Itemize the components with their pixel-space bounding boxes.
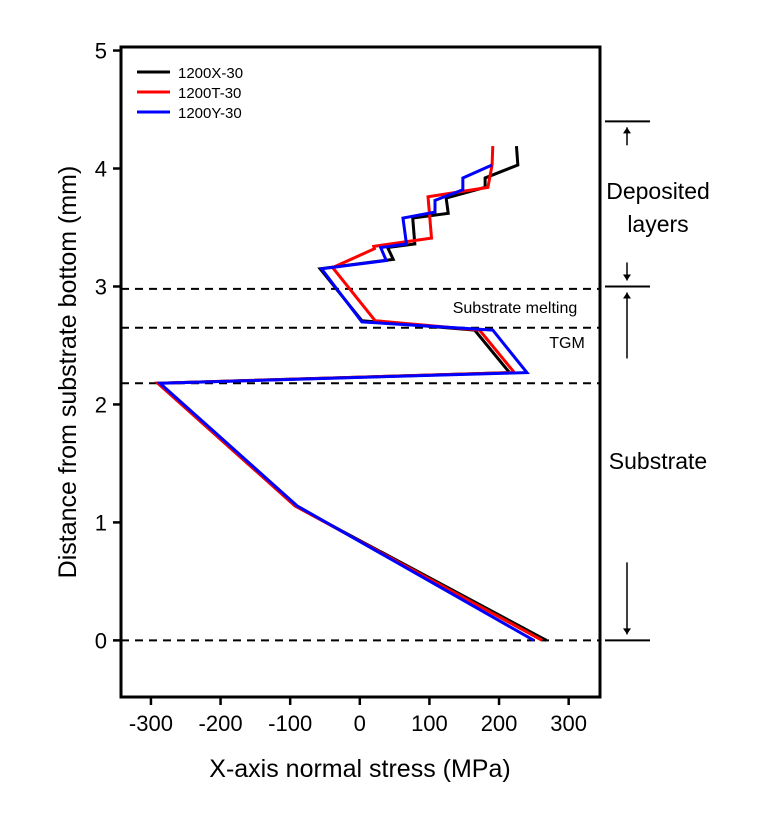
x-tick-label: 300 bbox=[550, 711, 587, 736]
series-lines bbox=[154, 145, 548, 642]
y-tick-label: 2 bbox=[95, 392, 107, 417]
y-tick-label: 0 bbox=[95, 628, 107, 653]
arrow-head bbox=[623, 292, 631, 299]
x-axis-label: X-axis normal stress (MPa) bbox=[209, 755, 510, 783]
y-tick-label: 1 bbox=[95, 510, 107, 535]
y-tick-label: 5 bbox=[95, 39, 107, 64]
series-line-1200Y-30 bbox=[156, 163, 535, 642]
x-tick-label: 100 bbox=[411, 711, 448, 736]
x-axis-ticks: -300 -200 -100 0 100 200 300 bbox=[129, 697, 587, 736]
legend-label: 1200X-30 bbox=[178, 65, 243, 82]
y-tick-label: 4 bbox=[95, 157, 107, 182]
legend: 1200X-30 1200T-30 1200Y-30 bbox=[137, 65, 243, 122]
annotation-substrate-melting: Substrate melting bbox=[453, 300, 578, 317]
x-tick-label: -200 bbox=[199, 711, 243, 736]
legend-label: 1200T-30 bbox=[178, 85, 241, 102]
series-line-1200X-30 bbox=[154, 145, 548, 642]
x-tick-label: -300 bbox=[129, 711, 173, 736]
y-tick-label: 3 bbox=[95, 274, 107, 299]
arrow-head bbox=[623, 127, 631, 134]
series-line-1200T-30 bbox=[154, 146, 543, 642]
annotation-layers: layers bbox=[627, 211, 688, 237]
legend-label: 1200Y-30 bbox=[178, 105, 242, 122]
dashed-level-lines bbox=[121, 287, 600, 642]
annotation-substrate: Substrate bbox=[609, 448, 707, 474]
x-tick-label: -100 bbox=[268, 711, 312, 736]
annotation-deposited: Deposited bbox=[606, 178, 710, 204]
x-tick-label: 0 bbox=[354, 711, 366, 736]
y-axis-label: Distance from substrate bottom (mm) bbox=[54, 166, 82, 579]
y-axis-ticks: 0 1 2 3 4 5 bbox=[95, 39, 121, 653]
x-tick-label: 200 bbox=[481, 711, 518, 736]
arrow-head bbox=[623, 274, 631, 281]
annotation-tgm: TGM bbox=[549, 335, 585, 352]
arrow-head bbox=[623, 628, 631, 635]
region-markers bbox=[605, 120, 650, 642]
